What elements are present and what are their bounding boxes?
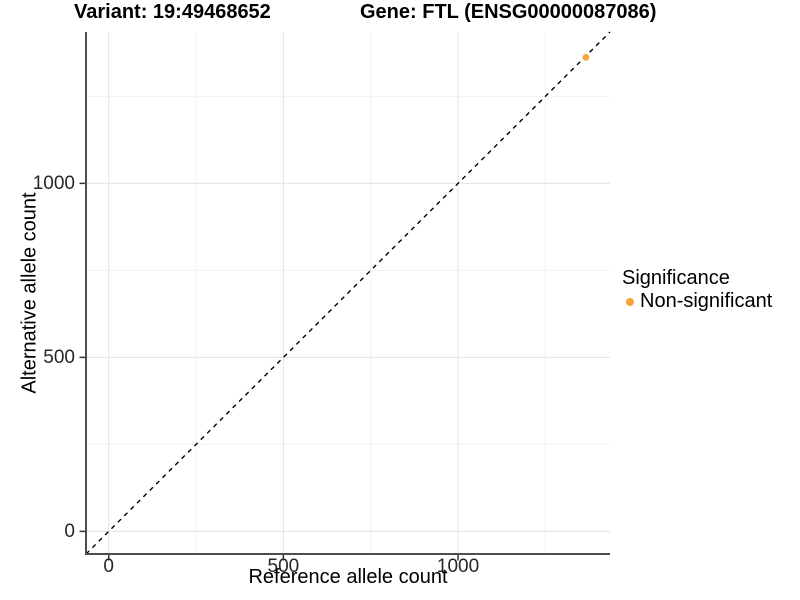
x-axis-title: Reference allele count [248, 566, 448, 588]
x-tick-label: 500 [268, 556, 300, 577]
gene-title: Gene: FTL (ENSG00000087086) [360, 1, 657, 23]
legend-item: Non-significant [626, 290, 772, 313]
legend-item-label: Non-significant [640, 290, 773, 312]
data-point[interactable] [582, 54, 590, 61]
x-tick-label: 1000 [437, 556, 479, 577]
variant-title: Variant: 19:49468652 [74, 1, 271, 23]
legend: Significance Non-significant [622, 267, 772, 313]
y-tick-label: 500 [43, 347, 75, 368]
x-tick-label: 0 [103, 556, 114, 577]
legend-title: Significance [622, 267, 730, 289]
y-tick-label: 1000 [33, 173, 75, 194]
legend-point-icon [626, 297, 634, 306]
y-tick-label: 0 [64, 521, 75, 542]
identity-line [85, 31, 611, 555]
